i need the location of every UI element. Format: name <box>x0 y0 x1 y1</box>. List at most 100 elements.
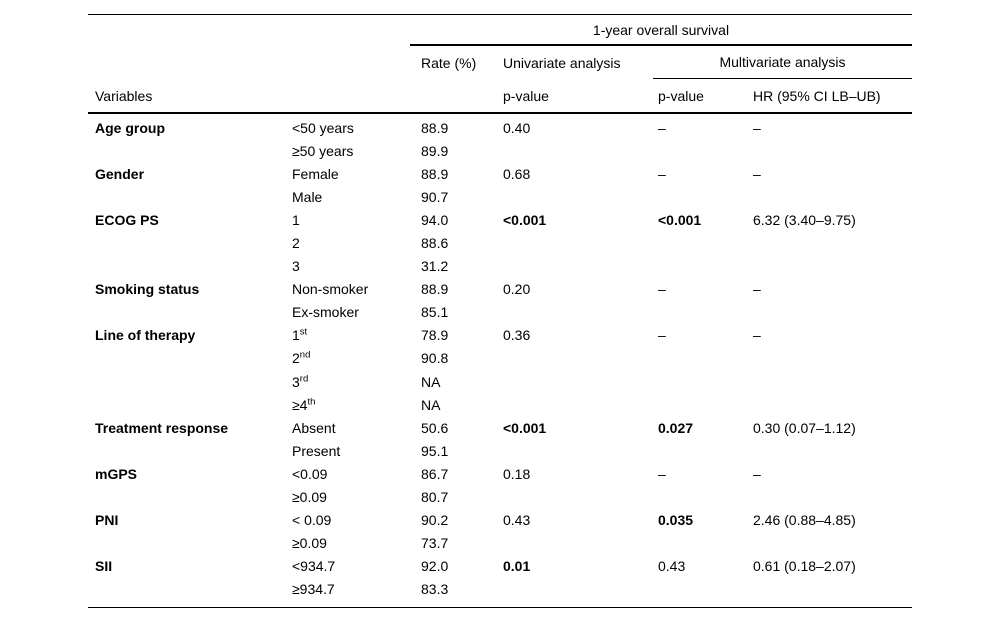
rate-cell: 88.9 <box>410 282 500 296</box>
category-cell: 2nd <box>285 349 410 367</box>
rate-cell: 83.3 <box>410 582 500 596</box>
category-cell: Ex-smoker <box>285 305 410 319</box>
univariate-p-cell: 0.01 <box>500 559 653 573</box>
rate-cell-text: 95.1 <box>421 442 449 459</box>
category-cell: ≥50 years <box>285 144 410 158</box>
univariate-p-cell-text: <0.001 <box>503 211 547 228</box>
rate-header-label: Rate (%) <box>421 54 477 71</box>
variable-cell: mGPS <box>88 467 285 481</box>
category-cell-text: ≥0.09 <box>292 535 327 552</box>
rate-cell: 86.7 <box>410 467 500 481</box>
rate-cell-text: 90.7 <box>421 188 449 205</box>
hr-cell-text: 0.30 (0.07–1.12) <box>753 419 856 436</box>
table-row: 3 31.2 <box>88 255 912 278</box>
hr-cell: 6.32 (3.40–9.75) <box>750 213 912 227</box>
hr-cell: 2.46 (0.88–4.85) <box>750 513 912 527</box>
rate-cell: 89.9 <box>410 144 500 158</box>
univariate-p-cell: <0.001 <box>500 213 653 227</box>
rate-cell-text: 83.3 <box>421 581 449 598</box>
multivariate-p-cell: 0.027 <box>653 421 750 435</box>
variable-cell-text: Gender <box>95 165 145 182</box>
category-cell-text: 3 <box>292 258 300 275</box>
variables-header-cell: Variables <box>88 89 285 103</box>
multivariate-p-cell-text: – <box>658 281 666 298</box>
variable-cell-text: ECOG PS <box>95 211 159 228</box>
category-cell: <934.7 <box>285 559 410 573</box>
table-bottom-rule <box>88 606 912 608</box>
univariate-p-cell: 0.36 <box>500 328 653 342</box>
rate-header-cell: Rate (%) <box>410 46 500 79</box>
rate-cell: 88.9 <box>410 167 500 181</box>
category-cell: <0.09 <box>285 467 410 481</box>
variable-cell: Treatment response <box>88 421 285 435</box>
variable-cell: Age group <box>88 121 285 135</box>
univariate-p-cell: 0.43 <box>500 513 653 527</box>
multivariate-group-label: Multivariate analysis <box>719 54 846 70</box>
hr-cell-text: – <box>753 165 761 182</box>
table-row: ≥934.7 83.3 <box>88 578 912 601</box>
category-cell-text: 1 <box>292 327 300 344</box>
rate-cell-text: 92.0 <box>421 558 449 575</box>
variable-cell: Smoking status <box>88 282 285 296</box>
header-bottom-rule <box>88 112 912 114</box>
category-cell: < 0.09 <box>285 513 410 527</box>
category-cell-text: Male <box>292 188 323 205</box>
multivariate-p-cell: – <box>653 467 750 481</box>
multivariate-p-cell: – <box>653 282 750 296</box>
rate-cell-text: NA <box>421 373 441 390</box>
header-spacer <box>88 46 410 79</box>
rate-cell: 90.7 <box>410 190 500 204</box>
hr-cell-text: – <box>753 327 761 344</box>
variable-cell: ECOG PS <box>88 213 285 227</box>
table-row: ≥50 years 89.9 <box>88 139 912 162</box>
variable-cell-text: Age group <box>95 119 165 136</box>
rate-cell: 90.2 <box>410 513 500 527</box>
variable-cell: Line of therapy <box>88 328 285 342</box>
rate-cell-text: 73.7 <box>421 535 449 552</box>
rate-cell: NA <box>410 375 500 389</box>
table-row: Smoking status Non-smoker 88.9 0.20 – – <box>88 278 912 301</box>
multivariate-p-cell: 0.43 <box>653 559 750 573</box>
univariate-p-cell: <0.001 <box>500 421 653 435</box>
category-superscript: nd <box>299 349 311 361</box>
table-row: 3rd NA <box>88 370 912 393</box>
univariate-p-cell-text: 0.18 <box>503 465 531 482</box>
hr-cell-text: 6.32 (3.40–9.75) <box>753 211 856 228</box>
rate-cell-text: NA <box>421 396 441 413</box>
table-header-row-columns: Variables p-value p-value HR (95% CI LB–… <box>88 79 912 112</box>
category-cell-text: Absent <box>292 419 336 436</box>
rate-cell: 31.2 <box>410 259 500 273</box>
category-cell-text: 2 <box>292 235 300 252</box>
multivariate-group-header-cell: Multivariate analysis <box>653 46 912 79</box>
univariate-p-cell: 0.20 <box>500 282 653 296</box>
category-cell-text: 1 <box>292 211 300 228</box>
univariate-p-cell-text: 0.20 <box>503 281 531 298</box>
category-cell-text: Present <box>292 442 341 459</box>
category-cell: 2 <box>285 236 410 250</box>
rate-cell: 92.0 <box>410 559 500 573</box>
category-cell-text: ≥50 years <box>292 142 354 159</box>
table-row: Gender Female 88.9 0.68 – – <box>88 162 912 185</box>
univariate-p-cell: 0.40 <box>500 121 653 135</box>
table-row: 2 88.6 <box>88 231 912 254</box>
univariate-p-cell-text: 0.40 <box>503 119 531 136</box>
hr-cell-text: – <box>753 465 761 482</box>
rate-cell: NA <box>410 398 500 412</box>
table-row: Line of therapy 1st 78.9 0.36 – – <box>88 324 912 347</box>
category-cell: ≥934.7 <box>285 582 410 596</box>
table-row: ≥4th NA <box>88 393 912 416</box>
table-row: Treatment response Absent 50.6 <0.001 0.027 0… <box>88 416 912 439</box>
rate-cell-text: 88.9 <box>421 119 449 136</box>
rate-cell-text: 86.7 <box>421 465 449 482</box>
category-cell-text: 2 <box>292 350 300 367</box>
univariate-p-cell-text: <0.001 <box>503 419 547 436</box>
variable-cell-text: SII <box>95 558 113 575</box>
category-cell: Present <box>285 444 410 458</box>
table-row: ≥0.09 80.7 <box>88 486 912 509</box>
variable-cell-text: PNI <box>95 512 119 529</box>
univariate-pvalue-header-cell: p-value <box>500 89 653 103</box>
hr-cell: – <box>750 328 912 342</box>
category-cell-text: < 0.09 <box>292 512 332 529</box>
multivariate-p-cell: 0.035 <box>653 513 750 527</box>
variables-header-label: Variables <box>95 87 153 104</box>
